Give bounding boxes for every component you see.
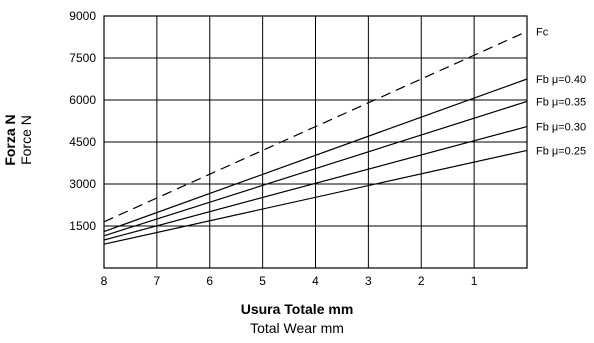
plot-border [103, 15, 528, 269]
series-label-0: Fc [536, 26, 549, 38]
series-line-0 [103, 30, 528, 223]
series-label-3: Fb μ=0.30 [536, 122, 586, 134]
series-labels: Fc Fb μ=0.40 Fb μ=0.35 Fb μ=0.30 Fb μ=0.25 [536, 26, 586, 157]
y-tick-label: 7500 [69, 51, 96, 65]
x-tick-label: 3 [365, 274, 372, 288]
series-label-2: Fb μ=0.35 [536, 96, 586, 108]
y-axis-label: Forza N Force N [2, 110, 42, 170]
series-line-4 [103, 149, 528, 245]
x-axis-label-it: Usura Totale mm [240, 301, 354, 317]
x-tick-label: 7 [154, 274, 161, 288]
y-tick-label: 3000 [69, 177, 96, 191]
y-tick-label: 9000 [69, 9, 96, 23]
series-lines [103, 30, 528, 245]
series-line-1 [103, 78, 528, 233]
x-tick-label: 5 [259, 274, 266, 288]
series-label-4: Fb μ=0.25 [536, 145, 586, 157]
y-tick-labels: 1500 3000 4500 6000 7500 9000 [69, 9, 96, 233]
series-line-2 [103, 100, 528, 237]
y-axis-label-en: Force N [18, 115, 34, 165]
series-line-3 [103, 126, 528, 241]
y-axis-label-it: Forza N [2, 114, 18, 166]
y-tick-label: 4500 [69, 135, 96, 149]
y-tick-label: 6000 [69, 93, 96, 107]
x-axis-label: Usura Totale mm Total Wear mm [0, 300, 594, 338]
x-tick-label: 4 [312, 274, 319, 288]
x-tick-labels: 8 7 6 5 4 3 2 1 [101, 274, 478, 288]
x-tick-label: 6 [206, 274, 213, 288]
x-tick-label: 8 [101, 274, 108, 288]
x-tick-label: 2 [418, 274, 425, 288]
y-tick-label: 1500 [69, 219, 96, 233]
x-axis-label-en: Total Wear mm [250, 320, 344, 336]
series-label-1: Fb μ=0.40 [536, 74, 586, 86]
x-tick-label: 1 [471, 274, 478, 288]
plot-frame [103, 15, 528, 269]
